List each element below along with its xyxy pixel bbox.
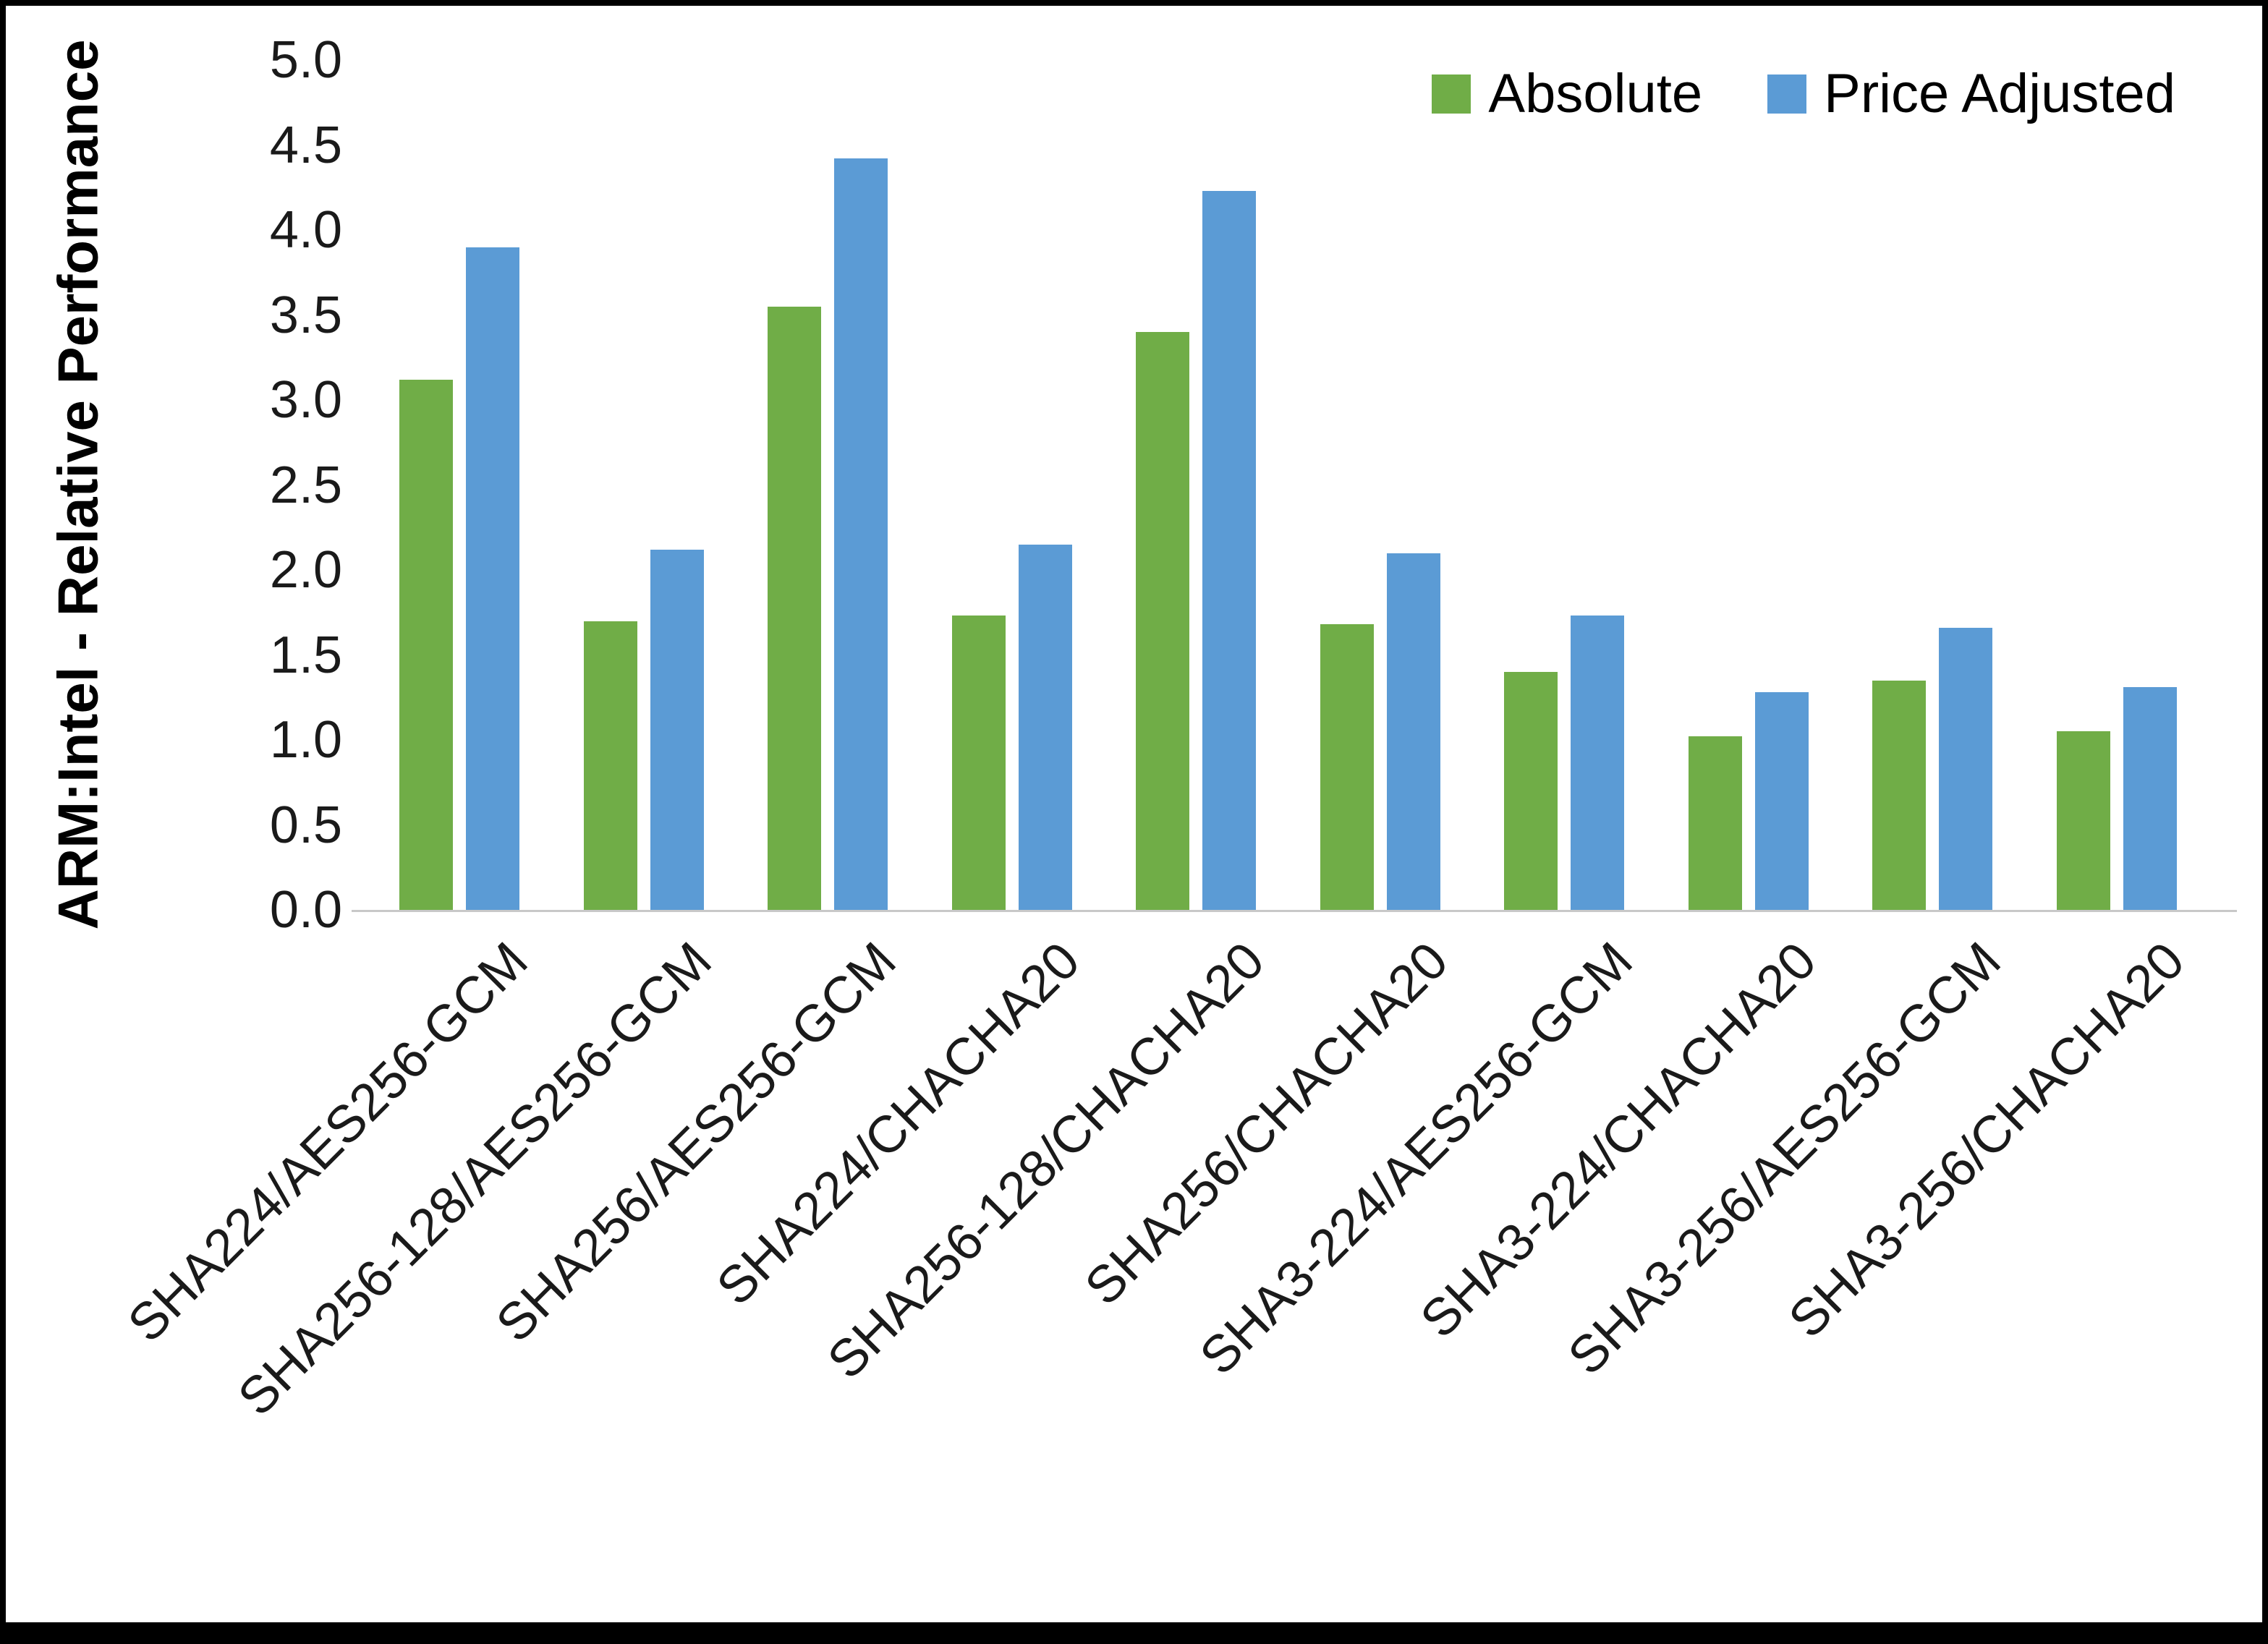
bar-price-adjusted [2123, 687, 2177, 910]
bar-absolute [1504, 672, 1558, 910]
y-tick-label: 3.5 [269, 286, 342, 344]
legend-item-absolute: Absolute [1432, 62, 1702, 125]
bar-price-adjusted [1571, 616, 1625, 910]
x-category-label: SHA224/CHACHA20 [706, 931, 1092, 1316]
bar-absolute [2056, 731, 2110, 910]
bar-absolute [1320, 624, 1374, 910]
y-tick-label: 2.0 [269, 541, 342, 599]
x-category-label: SHA256/CHACHA20 [1074, 931, 1460, 1316]
y-tick-label: 0.0 [269, 881, 342, 939]
y-tick-label: 4.5 [269, 116, 342, 174]
legend-item-price-adjusted: Price Adjusted [1767, 62, 2175, 125]
y-tick-label: 3.0 [269, 371, 342, 429]
chart-body: ARM:Intel - Relative Performance Absolut… [6, 6, 2262, 1622]
bar-absolute [1872, 680, 1927, 910]
bar-price-adjusted [1018, 544, 1072, 910]
bar-absolute [768, 306, 822, 910]
bar-absolute [1688, 736, 1742, 910]
y-tick-label: 1.5 [269, 626, 342, 684]
bar-absolute [1136, 332, 1190, 910]
x-axis-line [352, 910, 2237, 912]
bar-price-adjusted [1386, 553, 1440, 910]
legend: Absolute Price Adjusted [1432, 62, 2175, 125]
bar-price-adjusted [1202, 190, 1257, 910]
legend-swatch-price-adjusted-icon [1767, 74, 1807, 114]
bar-absolute [399, 379, 454, 910]
bar-price-adjusted [1939, 627, 1993, 910]
y-tick-label: 2.5 [269, 456, 342, 514]
y-tick-label: 5.0 [269, 31, 342, 89]
bar-price-adjusted [1754, 692, 1809, 910]
bar-price-adjusted [466, 247, 520, 910]
bar-absolute [951, 616, 1006, 910]
bar-price-adjusted [834, 158, 888, 910]
y-tick-label: 1.0 [269, 711, 342, 769]
bar-absolute [583, 621, 637, 910]
bar-price-adjusted [650, 549, 704, 910]
y-tick-label: 0.5 [269, 796, 342, 854]
legend-label-absolute: Absolute [1488, 63, 1703, 124]
legend-label-price-adjusted: Price Adjusted [1824, 63, 2175, 124]
y-tick-label: 4.0 [269, 201, 342, 259]
legend-swatch-absolute-icon [1432, 74, 1471, 114]
